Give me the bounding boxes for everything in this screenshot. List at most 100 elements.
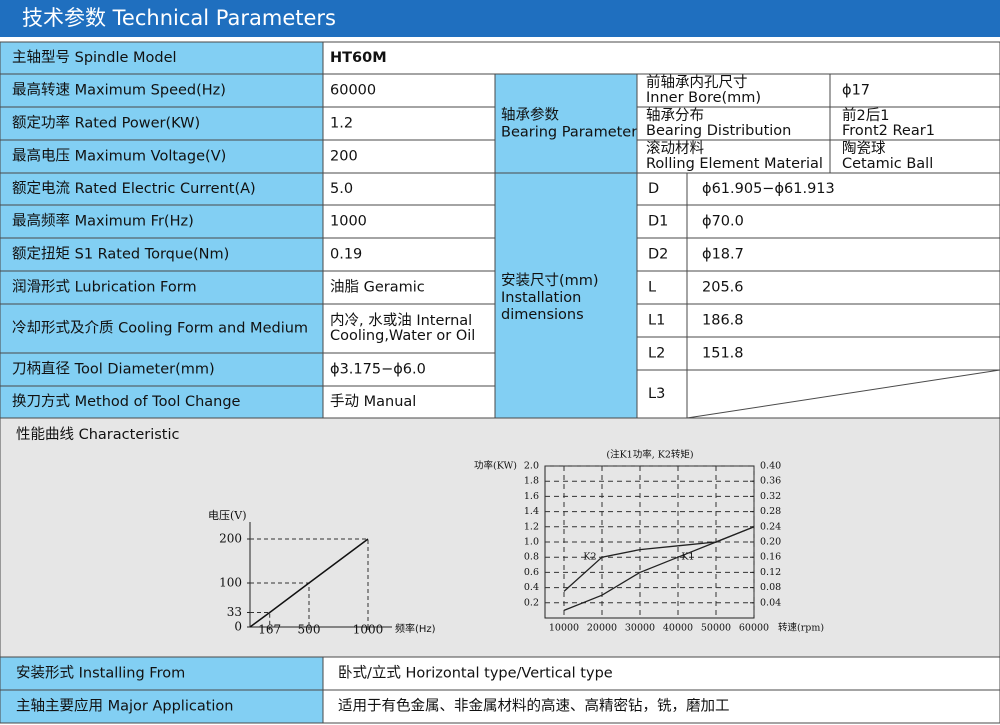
label-cell: [0, 41, 324, 75]
dim-value-cell: [686, 237, 1000, 272]
bearing-name-cell: [636, 73, 831, 108]
voltage-line: [249, 538, 369, 628]
spec-label: 冷却形式及介质 Cooling Form and Medium: [12, 320, 308, 337]
spec-value: 5.0: [330, 181, 353, 197]
y2-tick-label: 0.24: [760, 521, 781, 532]
spec-value: 1000: [330, 214, 367, 230]
bearing-value: 陶瓷球: [842, 140, 886, 157]
bearing-name: 轴承分布: [646, 107, 704, 124]
value-cell: [322, 385, 496, 419]
bearing-name: Inner Bore(mm): [646, 90, 761, 106]
characteristic-panel: [0, 417, 1000, 658]
y-tick-label: 0.8: [524, 552, 539, 563]
value-cell: [322, 41, 1000, 75]
y-tick-label: 100: [219, 576, 242, 590]
value-cell: [322, 172, 496, 206]
spec-label: 额定扭矩 S1 Rated Torque(Nm): [12, 246, 229, 263]
series-label: K1: [681, 552, 694, 563]
y-tick-label: 1.4: [524, 506, 539, 517]
dim-value: ϕ61.905−ϕ61.913: [702, 181, 835, 197]
dim-name: D2: [648, 247, 668, 263]
spec-label: 额定电流 Rated Electric Current(A): [12, 180, 256, 197]
spec-value: HT60M: [330, 50, 387, 66]
label-cell: [0, 139, 324, 174]
spec-label: 额定功率 Rated Power(KW): [12, 115, 200, 132]
value-cell: [322, 204, 496, 239]
install-label: Installation: [501, 290, 581, 306]
dim-value: ϕ70.0: [702, 214, 744, 230]
spec-value: ϕ3.175−ϕ6.0: [330, 362, 426, 378]
dim-name-cell: [636, 336, 688, 371]
dim-name: L: [648, 280, 656, 296]
value-cell: [322, 270, 496, 305]
footer-label: 主轴主要应用 Major Application: [16, 697, 234, 715]
y-tick-label: 0.2: [524, 597, 539, 608]
spec-label: 最高转速 Maximum Speed(Hz): [12, 82, 226, 99]
label-cell: [0, 204, 324, 239]
spec-label: 换刀方式 Method of Tool Change: [12, 393, 241, 410]
bearing-value: ϕ17: [842, 83, 870, 99]
dim-name: L2: [648, 346, 665, 362]
spec-value: 0.19: [330, 247, 362, 263]
bearing-value: Cetamic Ball: [842, 156, 933, 172]
bearing-label-cell: [494, 73, 638, 174]
dim-value: 205.6: [702, 280, 744, 296]
bearing-name: 前轴承内孔尺寸: [646, 74, 748, 91]
y-tick-label: 0.4: [524, 582, 539, 593]
value-cell: [322, 303, 496, 354]
dim-name-cell: [636, 237, 688, 272]
footer-label: 安装形式 Installing From: [16, 665, 185, 682]
y2-tick-label: 0.20: [760, 537, 781, 548]
spec-value: 油脂 Geramic: [330, 279, 425, 296]
label-cell: [0, 385, 324, 419]
value-cell: [322, 689, 1000, 724]
install-label: 安装尺寸(mm): [501, 272, 599, 289]
dim-value: ϕ18.7: [702, 247, 744, 263]
y-tick-label: 1.2: [524, 521, 539, 532]
y2-tick-label: 0.16: [760, 552, 781, 563]
y2-tick-label: 0.32: [760, 491, 781, 502]
x-tick-label: 20000: [587, 623, 617, 634]
bearing-label: Bearing Parameter: [501, 125, 637, 141]
label-cell: [0, 237, 324, 272]
spec-label: 润滑形式 Lubrication Form: [12, 279, 197, 296]
install-label: dimensions: [501, 307, 584, 323]
y-tick-label: 0: [234, 620, 242, 634]
dim-name-cell: [636, 204, 688, 239]
x-tick-label: 10000: [549, 623, 579, 634]
value-cell: [322, 139, 496, 174]
y2-tick-label: 0.36: [760, 476, 781, 487]
dim-value: 186.8: [702, 313, 744, 329]
spec-value: 内冷, 水或油 Internal: [330, 312, 472, 329]
dim-name: L3: [648, 386, 665, 402]
label-cell: [0, 689, 324, 724]
bearing-name: Bearing Distribution: [646, 123, 791, 139]
spec-label: 刀柄直径 Tool Diameter(mm): [12, 361, 215, 378]
bearing-name: Rolling Element Material: [646, 156, 823, 172]
title-bar: [0, 0, 1000, 37]
guide-line: [250, 538, 369, 627]
label-cell: [0, 106, 324, 141]
x-tick-label: 50000: [701, 623, 731, 634]
guide-line: [250, 611, 271, 627]
y-tick-label: 33: [227, 605, 242, 619]
label-cell: [0, 656, 324, 691]
y-tick-label: 1.0: [524, 537, 539, 548]
spec-value: 手动 Manual: [330, 393, 416, 410]
y-tick-label: 2.0: [524, 461, 539, 472]
bearing-name: 滚动材料: [646, 140, 704, 157]
spec-value: 1.2: [330, 116, 353, 132]
spec-label: 主轴型号 Spindle Model: [12, 49, 177, 66]
bearing-name-cell: [636, 139, 831, 174]
spec-label: 最高电压 Maximum Voltage(V): [12, 148, 226, 165]
footer-value: 适用于有色金属、非金属材料的高速、高精密钻，铣，磨加工: [338, 698, 730, 715]
y2-tick-label: 0.40: [760, 461, 781, 472]
y-tick-label: 1.6: [524, 491, 539, 502]
spec-label: 最高频率 Maximum Fr(Hz): [12, 213, 194, 230]
x-axis-title: 转速(rpm): [778, 622, 824, 634]
y-axis-title: 功率(KW): [474, 460, 517, 472]
bearing-value-cell: [829, 73, 1000, 108]
value-cell: [322, 73, 496, 108]
x-tick-label: 30000: [625, 623, 655, 634]
